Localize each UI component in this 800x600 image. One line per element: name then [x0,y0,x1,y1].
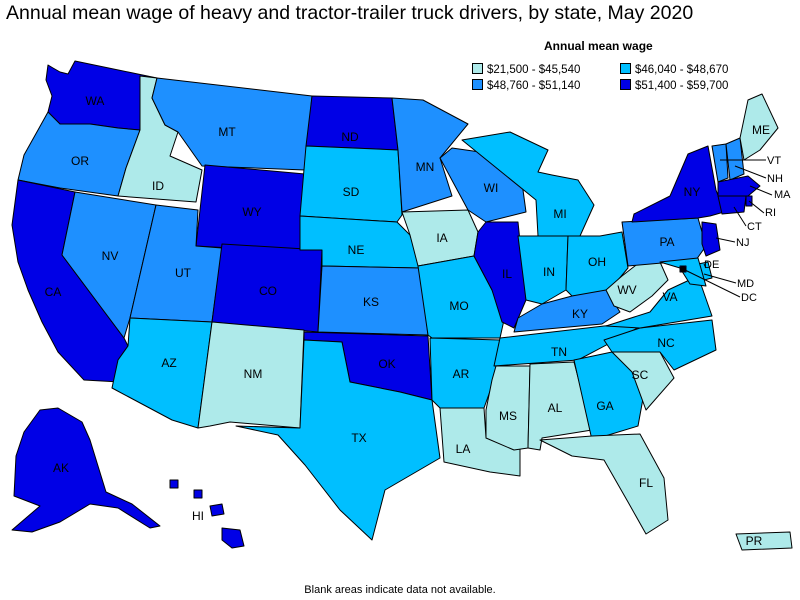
state-MI[interactable] [461,131,595,237]
legend-item-bin-1: $46,040 - $48,670 [620,63,728,76]
callout-leaders [682,159,773,298]
label-NC: NC [657,336,675,350]
state-LA[interactable] [439,407,521,477]
label-NM: NM [244,367,263,381]
label-TX: TX [351,431,366,445]
label-NE: NE [348,243,365,257]
footnote: Blank areas indicate data not available. [304,584,496,596]
state-AZ[interactable] [111,317,213,429]
state-HI-kauai[interactable] [169,479,179,489]
label-IL: IL [502,267,512,281]
label-AK: AK [53,461,69,475]
state-NY[interactable] [631,145,725,223]
label-WI: WI [484,181,499,195]
label-WV: WV [617,283,636,297]
label-OH: OH [588,255,606,269]
state-CT[interactable] [717,195,747,215]
state-IN[interactable] [517,235,569,305]
state-MA[interactable] [717,175,761,197]
label-DE: DE [704,259,719,271]
label-SD: SD [343,185,360,199]
legend-swatch-1 [620,63,631,74]
state-HI[interactable] [221,527,245,549]
label-MD: MD [737,278,754,290]
state-WV[interactable] [605,261,669,313]
legend-label-1: $46,040 - $48,670 [635,64,729,76]
label-MT: MT [218,125,236,139]
label-DC: DC [741,292,757,304]
state-NH[interactable] [725,137,745,181]
label-VA: VA [662,290,677,304]
label-NV: NV [102,249,119,263]
legend-label-0: $21,500 - $45,540 [487,64,581,76]
label-SC: SC [632,368,649,382]
label-VT: VT [767,155,781,167]
legend-swatch-0 [472,63,483,74]
state-NC[interactable] [603,319,717,371]
label-UT: UT [175,266,192,280]
label-CA: CA [45,285,62,299]
state-PR[interactable] [735,531,793,551]
label-IN: IN [543,265,555,279]
label-KY: KY [572,307,588,321]
state-NJ[interactable] [701,221,721,257]
label-NY: NY [684,185,701,199]
legend-title: Annual mean wage [544,39,653,53]
label-OR: OR [71,154,89,168]
dc-marker [680,266,686,272]
label-TN: TN [551,345,567,359]
state-HI-maui[interactable] [209,503,225,517]
label-WY: WY [242,205,261,219]
map-title: Annual mean wage of heavy and tractor-tr… [6,2,694,24]
legend-item-bin-0: $21,500 - $45,540 [472,63,580,76]
state-GA[interactable] [573,351,647,441]
label-MN: MN [416,160,435,174]
label-NH: NH [767,173,783,185]
label-AZ: AZ [161,356,176,370]
label-NJ: NJ [736,237,749,249]
state-FL[interactable] [539,433,669,535]
label-LA: LA [456,442,471,456]
state-VT[interactable] [711,143,729,183]
label-HI: HI [192,509,204,523]
legend-swatch-2 [472,79,483,90]
state-AK[interactable] [11,407,161,533]
legend-label-2: $48,760 - $51,140 [487,80,581,92]
label-RI: RI [765,207,776,219]
label-MO: MO [449,299,468,313]
state-NV[interactable] [61,191,157,339]
label-FL: FL [639,476,653,490]
state-TX[interactable] [235,339,441,541]
label-ND: ND [341,130,359,144]
state-NM[interactable] [197,321,305,429]
state-SD[interactable] [299,145,403,223]
label-KS: KS [363,295,379,309]
label-ID: ID [152,179,164,193]
label-MS: MS [499,409,517,423]
legend-item-bin-3: $51,400 - $59,700 [620,79,728,92]
state-MN[interactable] [391,97,469,213]
state-MT[interactable] [151,77,313,171]
legend-item-bin-2: $48,760 - $51,140 [472,79,580,92]
label-WA: WA [86,94,105,108]
label-MI: MI [553,207,566,221]
legend-swatch-3 [620,79,631,90]
label-AL: AL [548,401,563,415]
state-HI-oahu[interactable] [193,489,203,499]
label-ME: ME [752,123,770,137]
label-MA: MA [774,189,791,201]
legend-label-3: $51,400 - $59,700 [635,80,729,92]
label-AR: AR [453,367,470,381]
state-MS[interactable] [485,365,531,451]
label-PR: PR [746,534,763,548]
label-CO: CO [259,284,277,298]
label-PA: PA [659,235,674,249]
label-IA: IA [436,231,447,245]
label-CT: CT [747,221,762,233]
label-GA: GA [596,399,613,413]
label-OK: OK [378,357,395,371]
